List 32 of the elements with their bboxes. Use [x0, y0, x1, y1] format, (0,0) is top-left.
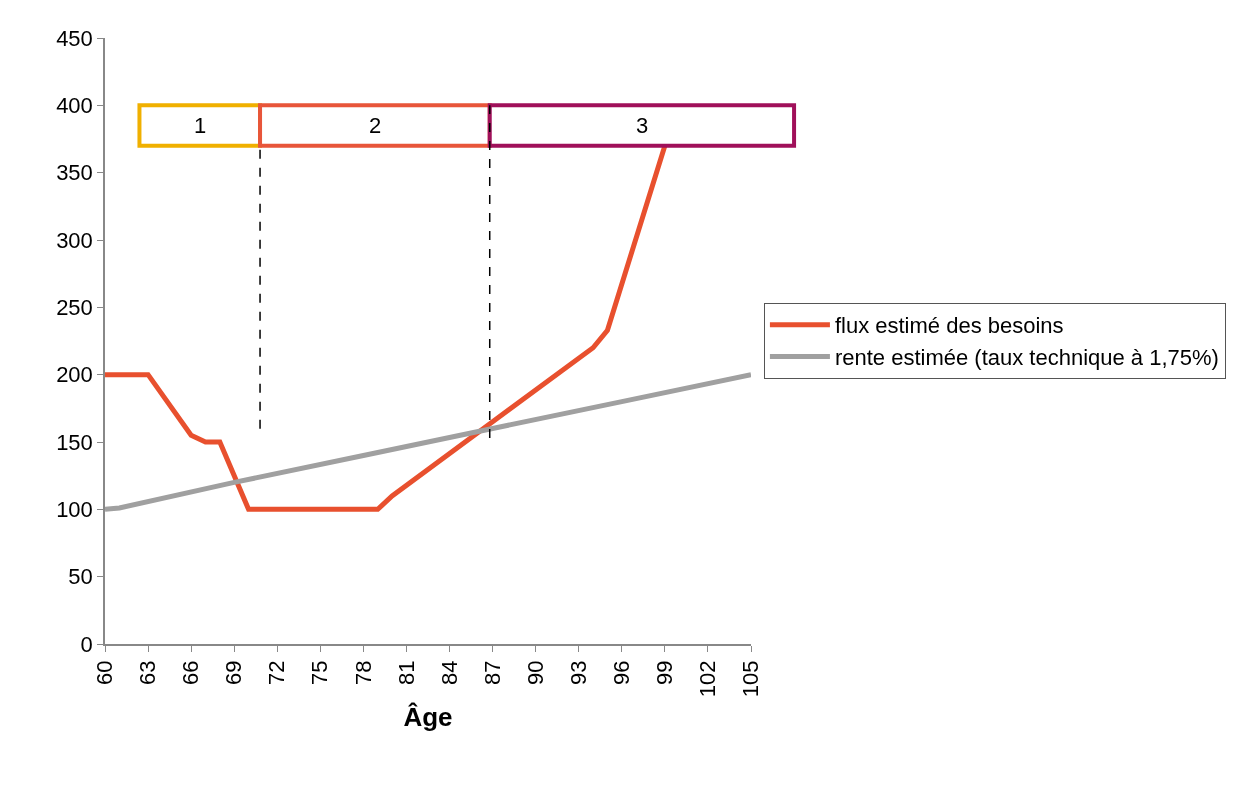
y-tick-label: 450 — [56, 25, 93, 51]
x-tick-label: 63 — [135, 660, 161, 686]
x-tick-label: 72 — [264, 660, 290, 686]
x-tick-label: 87 — [479, 660, 505, 686]
y-tick-label: 100 — [56, 497, 93, 523]
y-tick-label: 200 — [56, 362, 93, 388]
y-tick-label: 0 — [80, 631, 93, 657]
x-tick-label: 96 — [608, 660, 634, 686]
x-tick-label: 69 — [221, 660, 247, 686]
x-tick-label: 81 — [393, 660, 419, 686]
y-tick-label: 300 — [56, 227, 93, 253]
y-tick-label: 150 — [56, 429, 93, 455]
y-tick-label: 50 — [68, 564, 93, 590]
band-label: 3 — [636, 113, 649, 138]
band-label: 1 — [194, 113, 207, 138]
x-axis-title: Âge — [403, 702, 453, 733]
x-tick-label: 102 — [695, 660, 721, 698]
x-tick-label: 105 — [738, 660, 764, 698]
band-label: 2 — [369, 113, 382, 138]
legend-label: flux estimé des besoins — [834, 313, 1064, 339]
legend-label: rente estimée (taux technique à 1,75%) — [834, 344, 1219, 370]
x-tick-label: 60 — [92, 660, 118, 686]
x-tick-label: 90 — [522, 660, 548, 686]
x-tick-label: 66 — [178, 660, 204, 686]
y-tick-label: 350 — [56, 160, 93, 186]
x-tick-label: 84 — [436, 660, 462, 686]
x-tick-label: 99 — [652, 660, 678, 686]
y-tick-label: 400 — [56, 93, 93, 119]
x-tick-label: 75 — [307, 660, 333, 686]
y-tick-label: 250 — [56, 295, 93, 321]
x-tick-label: 93 — [565, 660, 591, 686]
x-tick-label: 78 — [350, 660, 376, 686]
